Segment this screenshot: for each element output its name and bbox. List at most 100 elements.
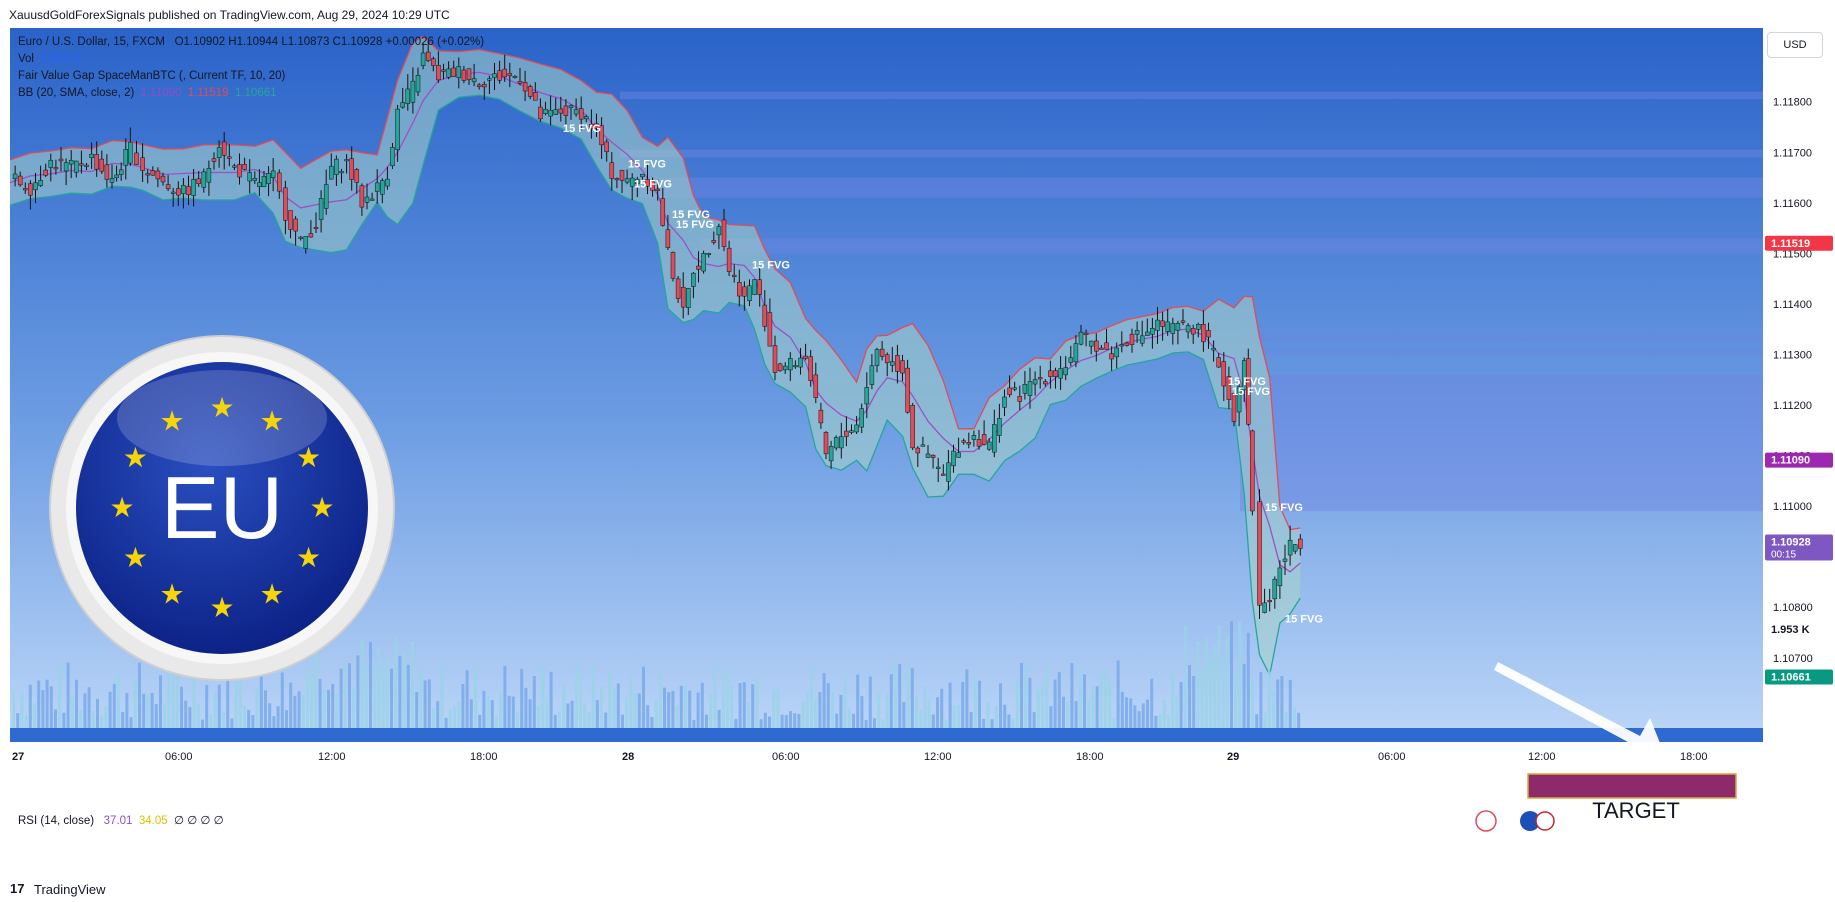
star-icon: ★: [159, 578, 184, 611]
volume-bar: [104, 705, 108, 728]
fvg-indicator-row[interactable]: Fair Value Gap SpaceManBTC (, Current TF…: [18, 68, 484, 85]
candle-body: [380, 180, 385, 195]
volume-bar: [339, 668, 343, 728]
volume-bar: [314, 651, 318, 728]
rsi-legend[interactable]: RSI (14, close) 37.01 34.05 ∅ ∅ ∅ ∅: [18, 813, 224, 827]
candle-body: [803, 355, 808, 359]
publisher-text: XauusdGoldForexSignals published on Trad…: [9, 8, 450, 22]
volume-bar: [663, 687, 666, 728]
badge-text: EU: [161, 458, 283, 557]
candle-body: [359, 185, 365, 208]
volume-bar: [877, 693, 881, 728]
volume-bar: [201, 719, 204, 728]
volume-bar: [394, 636, 398, 728]
candle-body: [104, 164, 110, 180]
volume-bar: [1293, 707, 1296, 728]
candle-body: [227, 156, 232, 159]
candle-body: [150, 170, 156, 176]
candle-body: [1088, 340, 1094, 347]
candle-body: [1170, 323, 1176, 334]
candle-body: [145, 173, 150, 176]
candle-body: [507, 73, 513, 76]
candle-body: [721, 219, 727, 247]
candle-body: [441, 69, 446, 72]
volume-row[interactable]: Vol 1.953 K: [18, 51, 484, 68]
candle-body: [114, 174, 119, 178]
volume-bar: [226, 666, 230, 728]
candle-body: [165, 184, 171, 190]
volume-bar: [818, 692, 822, 728]
volume-bar: [1209, 658, 1212, 728]
candle-body: [237, 164, 242, 178]
volume-bar: [688, 690, 692, 728]
candle-body: [446, 68, 451, 78]
chart-area[interactable]: 15 FVG 15 FVG 15 FVG 15 FVG 15 FVG 15 FVG 15 F…: [0, 28, 1835, 886]
symbol-row: Euro / U.S. Dollar, 15, FXCM O1.10902 H1…: [18, 34, 484, 51]
volume-bar: [1192, 676, 1196, 728]
volume-bar: [574, 664, 578, 728]
rsi-empty-values: ∅ ∅ ∅ ∅: [174, 815, 224, 827]
star-icon: ★: [296, 441, 321, 474]
volume-bar: [230, 718, 234, 728]
fvg-label: 15 FVG: [1265, 502, 1303, 514]
candle-body: [128, 141, 133, 164]
volume-bar: [100, 715, 104, 728]
volume-bar: [440, 662, 444, 728]
candle-body: [186, 186, 191, 195]
candle-body: [696, 265, 701, 270]
volume-bar: [117, 674, 120, 728]
volume-bar: [1200, 668, 1204, 728]
volume-bar: [978, 680, 981, 728]
candle-body: [859, 408, 864, 428]
x-tick-label: 18:00: [470, 751, 498, 763]
y-tick-label: 1.11600: [1773, 198, 1812, 210]
candle-body: [118, 169, 124, 175]
price-tag: [1765, 235, 1833, 251]
volume-bar: [658, 671, 662, 728]
candle-body: [364, 196, 370, 203]
currency-button[interactable]: USD: [1767, 32, 1823, 58]
candle-body: [1058, 368, 1063, 379]
candle-body: [782, 365, 788, 371]
volume-bar: [633, 693, 637, 728]
volume-bar: [831, 692, 834, 728]
volume-bar: [1057, 672, 1061, 728]
volume-bar: [112, 683, 116, 728]
price-tag-label: 1.953 K: [1771, 624, 1810, 636]
volume-bar: [894, 662, 897, 728]
x-tick-label: 06:00: [165, 751, 193, 763]
volume-bar: [982, 718, 986, 728]
candle-body: [109, 178, 115, 183]
candle-body: [752, 279, 757, 295]
star-icon: ★: [309, 491, 334, 524]
volume-bar: [616, 683, 620, 728]
candle-body: [716, 226, 722, 236]
bb-indicator-row[interactable]: BB (20, SMA, close, 2) 1.11090 1.11519 1…: [18, 85, 484, 102]
volume-bar: [12, 690, 15, 728]
candle-body: [839, 436, 844, 449]
fvg-label: 15 FVG: [628, 158, 666, 170]
volume-bar: [885, 694, 889, 728]
volume-bar: [562, 684, 566, 728]
volume-bar: [511, 696, 515, 728]
volume-bar: [600, 686, 603, 728]
volume-bar: [856, 674, 860, 728]
tradingview-logo-icon[interactable]: 17: [10, 881, 25, 896]
candle-body: [961, 440, 966, 443]
volume-bar: [1183, 625, 1187, 728]
tradingview-brand[interactable]: TradingView: [34, 882, 106, 897]
volume-bar: [79, 709, 83, 728]
volume-bar: [1129, 698, 1133, 728]
candle-body: [1012, 387, 1017, 390]
candle-body: [517, 81, 523, 84]
star-icon: ★: [123, 441, 148, 474]
volume-bar: [83, 693, 87, 728]
volume-bar: [734, 718, 738, 728]
axes: 1.119001.118001.117001.116001.115001.114…: [0, 28, 1835, 772]
volume-bar: [28, 684, 32, 728]
symbol-name[interactable]: Euro / U.S. Dollar, 15, FXCM: [18, 36, 165, 48]
candle-body: [170, 191, 176, 194]
candle-body: [257, 182, 262, 188]
volume-bar: [247, 709, 251, 728]
